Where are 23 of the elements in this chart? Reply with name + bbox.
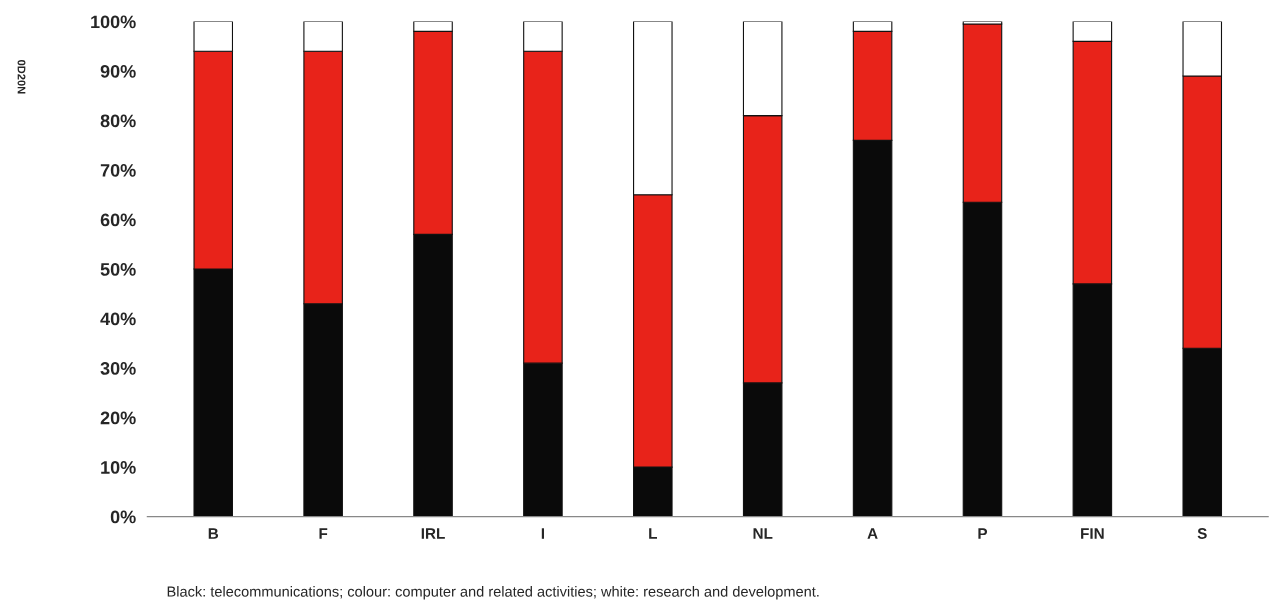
y-tick-label: 30% [100, 362, 136, 375]
y-tick-label: 60% [100, 213, 136, 227]
y-tick-label: 70% [100, 163, 136, 177]
y-tick-label: 50% [100, 263, 136, 276]
y-tick-label: 10% [101, 461, 136, 474]
x-tick-label: P [978, 528, 988, 539]
y-tick-label: 100% [91, 15, 136, 29]
y-tick-label: 0% [110, 510, 136, 524]
x-tick-label: NL [753, 528, 773, 539]
x-tick-label: FIN [1081, 528, 1104, 539]
text: 0D20N [17, 60, 26, 94]
x-tick-label: L [649, 528, 658, 539]
x-tick-label: A [867, 528, 878, 539]
x-tick-label: IRL [421, 528, 445, 539]
x-tick-label: S [1197, 528, 1207, 539]
y-tick-label: 20% [100, 411, 136, 425]
x-tick-label: B [208, 528, 219, 539]
y-tick-label: 40% [100, 312, 136, 326]
x-tick-label: I [541, 528, 545, 539]
y-tick-label: 90% [100, 64, 136, 78]
text: Black: telecommunications; colour: computer and related activities; white: research and development. [167, 586, 819, 600]
y-tick-label: 80% [100, 114, 136, 128]
x-tick-label: F [319, 528, 328, 539]
